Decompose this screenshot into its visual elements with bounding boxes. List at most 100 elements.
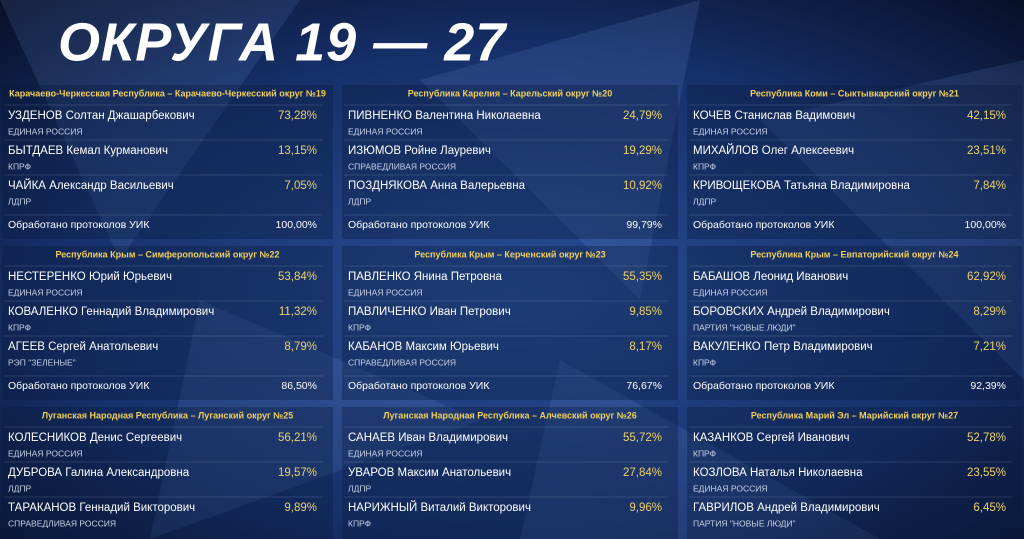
district-title: Республика Марий Эл – Марийский округ №2… [751,410,958,420]
candidate-name: КАЗАНКОВ Сергей Иванович [693,432,850,444]
district-panel [342,85,678,239]
district-title: Луганская Народная Республика – Алчевски… [383,410,637,420]
candidate-name: ПИВНЕНКО Валентина Николаевна [348,110,541,122]
candidate-percent: 55,35% [623,271,662,283]
candidate-party: ЕДИНАЯ РОССИЯ [8,448,82,458]
district-panel [2,246,333,400]
candidate-name: ИЗЮМОВ Ройне Лауревич [348,145,491,157]
candidate-name: ВАКУЛЕНКО Петр Владимирович [693,341,873,353]
candidate-percent: 8,29% [973,306,1006,318]
candidate-name: ПАВЛЕНКО Янина Петровна [348,271,503,283]
candidate-party: ЕДИНАЯ РОССИЯ [693,483,767,493]
protocols-value: 100,00% [965,219,1006,231]
candidate-party: КПРФ [8,161,31,171]
candidate-percent: 42,15% [967,110,1006,122]
candidate-party: ЕДИНАЯ РОССИЯ [348,126,422,136]
candidate-percent: 23,51% [967,145,1006,157]
district-panel [687,407,1022,539]
candidate-percent: 11,32% [279,306,317,318]
district-panel [687,85,1022,239]
district-title: Республика Крым – Евпаторийский округ №2… [750,249,958,259]
candidate-name: ЧАЙКА Александр Васильевич [8,179,174,192]
candidate-percent: 19,57% [278,467,317,479]
protocols-label: Обработано протоколов УИК [8,219,150,231]
candidate-percent: 19,29% [623,145,662,157]
protocols-label: Обработано протоколов УИК [693,380,835,392]
candidate-party: ЕДИНАЯ РОССИЯ [693,287,767,297]
candidate-name: БАБАШОВ Леонид Иванович [693,271,848,283]
candidate-name: ПАВЛИЧЕНКО Иван Петрович [348,306,511,318]
district-title: Республика Крым – Симферопольский округ … [55,249,279,259]
candidate-party: ЕДИНАЯ РОССИЯ [8,126,82,136]
district-panel [2,407,333,539]
candidate-party: КПРФ [693,448,716,458]
candidate-party: КПРФ [348,518,371,528]
candidate-name: БОРОВСКИХ Андрей Владимирович [693,306,890,318]
candidate-party: КПРФ [8,322,31,332]
district-title: Луганская Народная Республика – Лугански… [42,410,294,420]
candidate-name: КОЛЕСНИКОВ Денис Сергеевич [8,432,182,444]
candidate-name: МИХАЙЛОВ Олег Алексеевич [693,144,854,157]
candidate-party: ЛДПР [348,196,371,206]
protocols-value: 99,79% [626,219,662,231]
candidate-party: ЛДПР [8,483,31,493]
candidate-name: АГЕЕВ Сергей Анатольевич [8,341,158,353]
district-panel [342,246,678,400]
protocols-label: Обработано протоколов УИК [348,219,490,231]
district-panel [2,85,333,239]
candidate-percent: 24,79% [623,110,662,122]
candidate-party: ЕДИНАЯ РОССИЯ [348,287,422,297]
candidate-percent: 9,96% [629,502,662,514]
candidate-party: СПРАВЕДЛИВАЯ РОССИЯ [348,357,456,367]
candidate-name: ДУБРОВА Галина Александровна [8,467,190,479]
candidate-party: СПРАВЕДЛИВАЯ РОССИЯ [8,518,116,528]
candidate-name: КАБАНОВ Максим Юрьевич [348,341,499,353]
candidate-percent: 53,84% [278,271,317,283]
protocols-label: Обработано протоколов УИК [693,219,835,231]
district-title: Республика Карелия – Карельский округ №2… [408,88,612,98]
candidate-name: КРИВОЩЕКОВА Татьяна Владимировна [693,180,911,192]
district-title: Карачаево-Черкесская Республика – Карача… [9,88,326,98]
candidate-percent: 52,78% [967,432,1006,444]
candidate-name: КОЗЛОВА Наталья Николаевна [693,467,863,479]
candidate-party: РЭП "ЗЕЛЕНЫЕ" [8,357,76,367]
district-title: Республика Крым – Керченский округ №23 [414,249,605,259]
page-title: ОКРУГА 19 — 27 [58,12,508,72]
candidate-party: ПАРТИЯ "НОВЫЕ ЛЮДИ" [693,322,796,332]
candidate-name: БЫТДАЕВ Кемал Курманович [8,145,168,157]
protocols-value: 100,00% [276,219,317,231]
candidate-percent: 7,84% [973,180,1006,192]
candidate-party: ЕДИНАЯ РОССИЯ [8,287,82,297]
candidate-name: НАРИЖНЫЙ Виталий Викторович [348,501,531,514]
candidate-name: ПОЗДНЯКОВА Анна Валерьевна [348,180,526,192]
candidate-name: КОЧЕВ Станислав Вадимович [693,110,855,122]
protocols-value: 76,67% [626,380,662,392]
candidate-percent: 7,05% [284,180,317,192]
candidate-party: ЛДПР [693,196,716,206]
candidate-name: КОВАЛЕНКО Геннадий Владимирович [8,306,214,318]
district-panel [342,407,678,539]
candidate-percent: 23,55% [967,467,1006,479]
districts: Карачаево-Черкесская Республика – Карача… [2,85,1022,539]
candidate-party: ЛДПР [8,196,31,206]
protocols-value: 86,50% [281,380,317,392]
district-title: Республика Коми – Сыктывкарский округ №2… [750,88,959,98]
candidate-party: КПРФ [693,357,716,367]
protocols-value: 92,39% [970,380,1006,392]
candidate-party: ЕДИНАЯ РОССИЯ [693,126,767,136]
candidate-party: КПРФ [693,161,716,171]
candidate-name: ТАРАКАНОВ Геннадий Викторович [8,502,195,514]
candidate-percent: 7,21% [973,341,1006,353]
candidate-party: ЕДИНАЯ РОССИЯ [348,448,422,458]
protocols-label: Обработано протоколов УИК [8,380,150,392]
candidate-percent: 8,17% [629,341,662,353]
candidate-percent: 8,79% [284,341,317,353]
candidate-name: УВАРОВ Максим Анатольевич [348,467,511,479]
candidate-percent: 10,92% [623,180,662,192]
candidate-party: КПРФ [348,322,371,332]
candidate-percent: 13,15% [278,145,317,157]
candidate-name: ГАВРИЛОВ Андрей Владимирович [693,502,880,514]
